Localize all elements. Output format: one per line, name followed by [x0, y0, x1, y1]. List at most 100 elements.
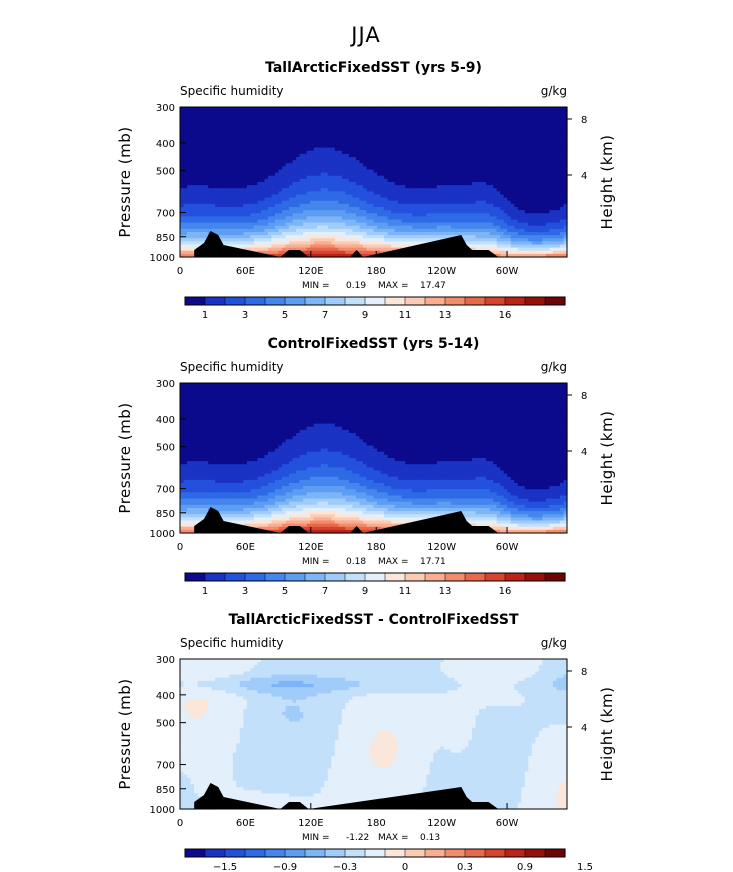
field-cell — [521, 172, 526, 177]
field-cell — [246, 153, 251, 158]
field-cell — [320, 160, 325, 164]
field-cell — [264, 128, 269, 133]
field-cell — [373, 116, 378, 121]
field-cell — [454, 157, 459, 161]
field-cell — [292, 157, 297, 161]
field-cell — [194, 150, 199, 155]
field-cell — [531, 110, 536, 114]
field-cell — [457, 138, 463, 142]
field-cell — [352, 147, 357, 152]
field-cell — [500, 147, 505, 152]
field-cell — [472, 175, 477, 180]
field-cell — [531, 113, 536, 117]
field-cell — [415, 160, 420, 164]
field-cell — [559, 128, 565, 133]
field-cell — [292, 147, 297, 152]
field-cell — [257, 172, 262, 177]
field-cell — [299, 160, 304, 164]
field-cell — [232, 110, 237, 114]
field-cell — [285, 169, 290, 174]
field-cell — [436, 163, 441, 167]
field-cell — [380, 163, 385, 167]
field-cell — [507, 122, 512, 127]
field-cell — [352, 163, 357, 167]
field-cell — [278, 157, 283, 161]
field-cell — [468, 150, 473, 155]
field-cell — [472, 144, 477, 149]
field-cell — [398, 132, 403, 136]
field-cell — [384, 107, 389, 111]
field-cell — [257, 166, 262, 171]
field-cell — [232, 157, 237, 161]
field-cell — [260, 172, 266, 177]
field-cell — [359, 150, 364, 155]
field-cell — [183, 113, 188, 117]
field-cell — [535, 110, 540, 114]
field-cell — [479, 166, 484, 171]
field-cell — [405, 132, 410, 136]
field-cell — [468, 163, 473, 167]
field-cell — [433, 113, 438, 117]
field-cell — [559, 132, 565, 136]
field-cell — [496, 116, 501, 121]
field-cell — [190, 122, 195, 127]
field-cell — [271, 116, 276, 121]
field-cell — [419, 132, 424, 136]
field-cell — [433, 135, 438, 139]
field-cell — [303, 110, 308, 114]
field-cell — [521, 128, 526, 133]
field-cell — [303, 125, 308, 130]
field-cell — [500, 135, 505, 139]
field-cell — [271, 163, 276, 167]
field-cell — [334, 138, 339, 142]
field-cell — [408, 166, 413, 171]
field-cell — [366, 119, 371, 124]
field-cell — [197, 147, 202, 152]
field-cell — [479, 132, 484, 136]
field-cell — [405, 125, 410, 130]
field-cell — [429, 153, 434, 158]
field-cell — [299, 116, 304, 121]
field-cell — [472, 122, 477, 127]
field-cell — [422, 169, 427, 174]
field-cell — [556, 119, 561, 124]
field-cell — [433, 107, 438, 111]
field-cell — [264, 116, 269, 121]
field-cell — [394, 107, 399, 111]
field-cell — [243, 150, 248, 155]
field-cell — [282, 169, 287, 174]
field-cell — [556, 153, 561, 158]
field-cell — [507, 157, 512, 161]
field-cell — [278, 119, 283, 124]
field-cell — [292, 119, 297, 124]
field-cell — [338, 128, 343, 133]
field-cell — [450, 160, 456, 164]
field-cell — [250, 150, 255, 155]
field-cell — [267, 132, 273, 136]
field-cell — [190, 125, 195, 130]
field-cell — [369, 113, 375, 117]
field-cell — [331, 119, 336, 124]
field-cell — [201, 113, 206, 117]
field-cell — [419, 116, 424, 121]
field-cell — [180, 153, 185, 158]
field-cell — [341, 160, 346, 164]
field-cell — [391, 116, 396, 121]
field-cell — [398, 169, 403, 174]
field-cell — [299, 169, 304, 174]
field-cell — [464, 157, 470, 161]
field-cell — [472, 138, 477, 142]
field-cell — [517, 153, 522, 158]
field-cell — [338, 175, 343, 180]
field-cell — [366, 166, 371, 171]
field-cell — [310, 157, 315, 161]
field-cell — [239, 110, 244, 114]
field-cell — [461, 153, 466, 158]
field-cell — [341, 169, 346, 174]
field-cell — [306, 128, 311, 133]
field-cell — [398, 125, 403, 130]
field-cell — [468, 107, 473, 111]
field-cell — [472, 157, 477, 161]
field-cell — [292, 116, 297, 121]
field-cell — [415, 138, 420, 142]
